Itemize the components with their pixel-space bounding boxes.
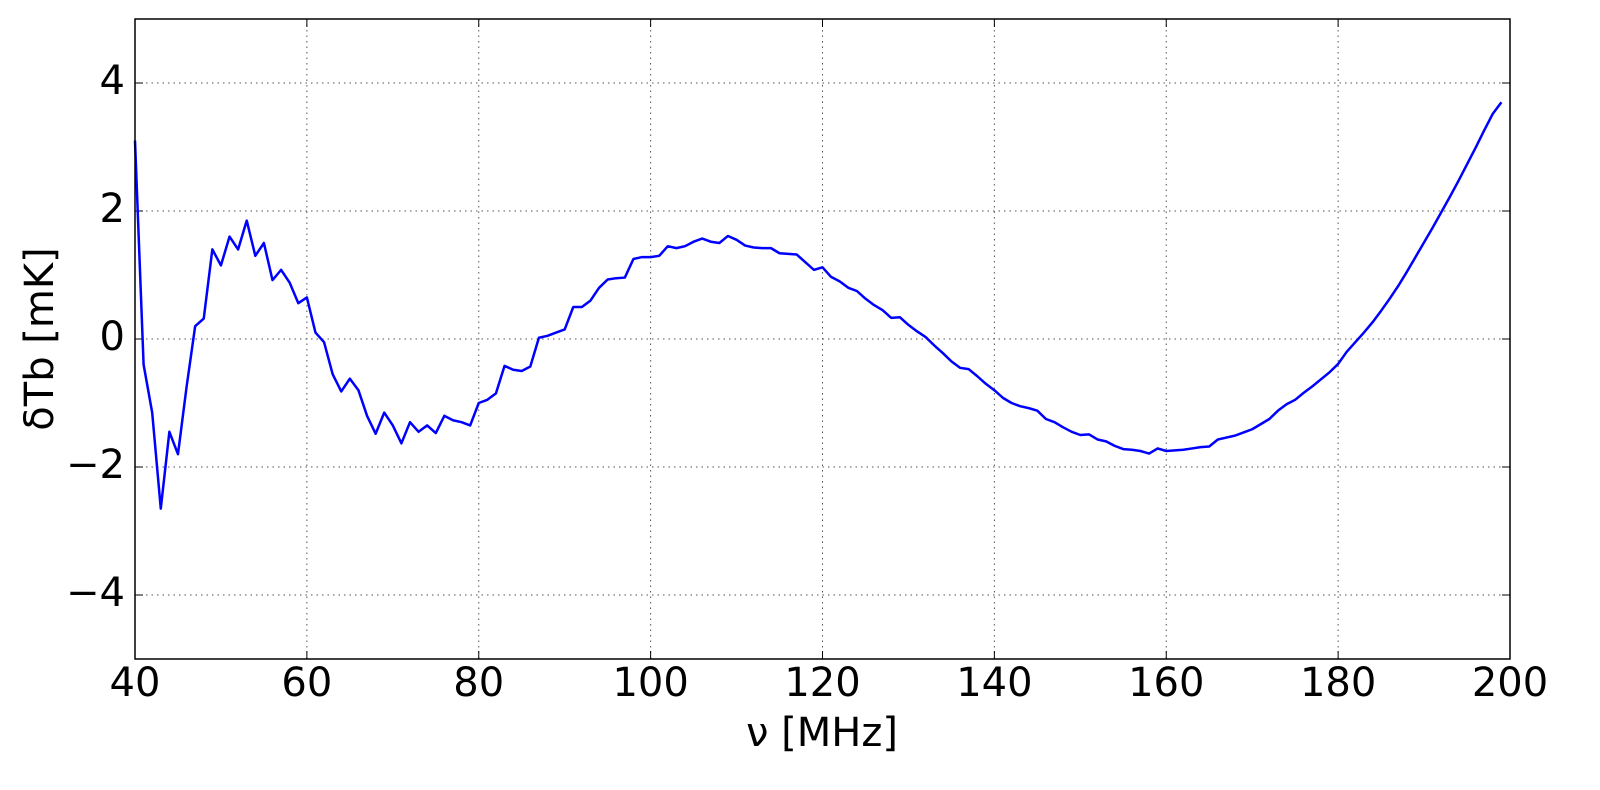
y-tick-label: −2 [66,442,125,488]
y-tick-label: −4 [66,570,125,616]
x-tick-label: 60 [281,660,332,706]
data-line [133,101,1503,510]
plot-frame [134,18,1511,660]
x-tick-label: 120 [784,660,860,706]
x-tick-label: 160 [1128,660,1204,706]
x-tick-label: 140 [956,660,1032,706]
y-tick-label: 2 [100,186,125,232]
x-tick-label: 180 [1300,660,1376,706]
x-tick-label: 200 [1472,660,1548,706]
x-tick-label: 100 [612,660,688,706]
y-axis-label: δTb [mK] [17,247,63,430]
y-tick-label: 0 [100,314,125,360]
y-tick-label: 4 [100,58,125,104]
x-tick-label: 80 [453,660,504,706]
x-axis-label: ν [MHz] [746,710,898,756]
x-tick-label: 40 [110,660,161,706]
